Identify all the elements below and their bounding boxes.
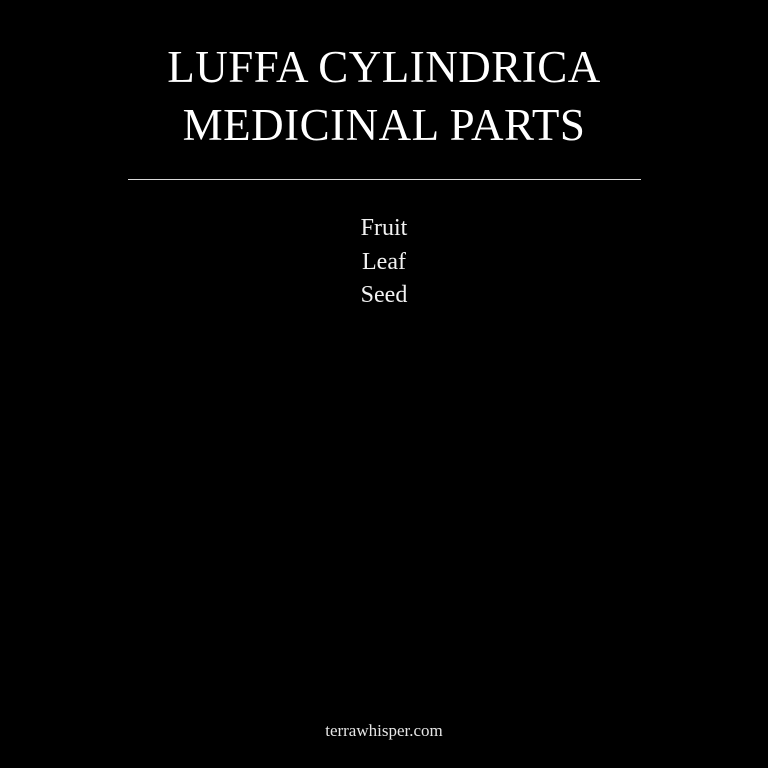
title-line-1: LUFFA CYLINDRICA bbox=[167, 42, 601, 92]
list-item: Leaf bbox=[362, 248, 406, 275]
title-divider bbox=[128, 179, 641, 180]
list-item: Seed bbox=[360, 282, 408, 308]
title-line-2: MEDICINAL PARTS bbox=[182, 100, 586, 150]
list-item: Fruit bbox=[360, 215, 408, 241]
page-title: LUFFA CYLINDRICA MEDICINAL PARTS bbox=[0, 38, 768, 154]
footer-site-name: terrawhisper.com bbox=[325, 721, 443, 740]
medicinal-parts-list: Fruit Leaf Seed bbox=[0, 212, 768, 313]
